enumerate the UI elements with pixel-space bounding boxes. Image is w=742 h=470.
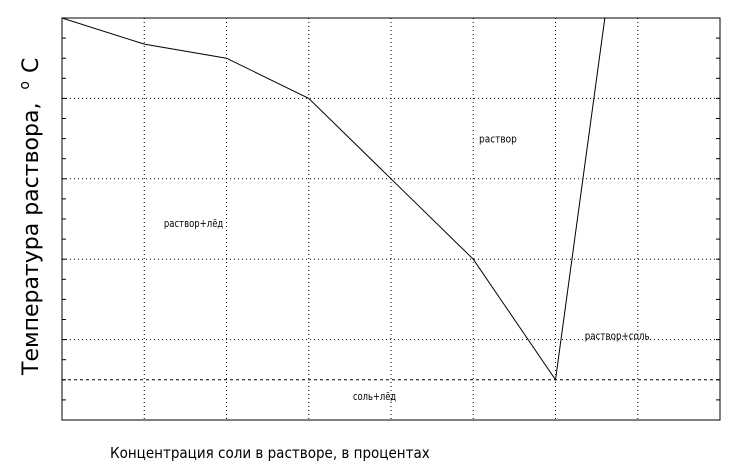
y-axis-label: Температура раствора, o C (10, 58, 44, 376)
plot-frame (61, 17, 721, 421)
grid-lines (62, 18, 720, 420)
y-axis-unit: C (19, 58, 44, 73)
region-label-1: раствор (479, 133, 517, 146)
y-axis-unit-sup: o (17, 81, 33, 90)
axis-ticks (62, 37, 720, 401)
region-label-4: соль+лёд (353, 390, 396, 403)
solubility-curve (61, 17, 606, 382)
y-axis-label-text: Температура раствора, (19, 103, 44, 376)
region-label-2: раствор+лёд (164, 217, 224, 230)
x-axis-label: Концентрация соли в растворе, в процента… (110, 444, 430, 462)
region-labels: раствор раствор+лёд раствор+соль соль+лёд (164, 133, 650, 403)
region-label-3: раствор+соль (585, 330, 650, 343)
